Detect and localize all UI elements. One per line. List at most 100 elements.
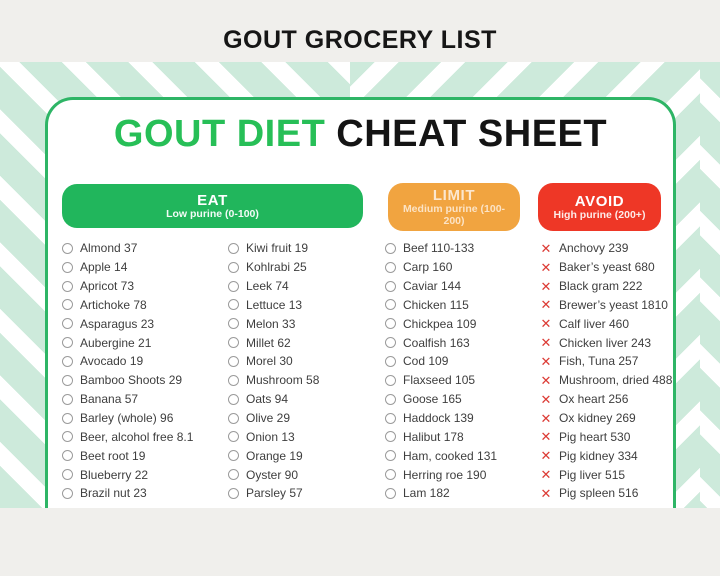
x-icon: ✕ xyxy=(540,316,552,332)
circle-icon xyxy=(62,280,73,292)
eat-list-column-1: Almond 37 Apple 14 Apricot 73 Artichoke 78 A… xyxy=(62,239,228,503)
list-item: Ham, cooked 131 xyxy=(385,446,540,465)
item-label: Mushroom 58 xyxy=(246,373,320,388)
item-label: Blueberry 22 xyxy=(80,467,149,482)
x-icon: ✕ xyxy=(540,353,552,369)
eat-sublabel: Low purine (0-100) xyxy=(166,207,259,220)
list-item: ✕ Ox heart 256 xyxy=(540,390,690,409)
item-label: Chickpea 109 xyxy=(403,316,477,331)
list-item: Apple 14 xyxy=(62,258,228,277)
list-item: Beef 110-133 xyxy=(385,239,540,258)
item-label: Coalfish 163 xyxy=(403,335,470,350)
item-label: Olive 29 xyxy=(246,411,291,426)
item-label: Almond 37 xyxy=(80,241,138,256)
circle-icon xyxy=(385,374,396,386)
circle-icon xyxy=(385,469,396,481)
item-label: Halibut 178 xyxy=(403,429,464,444)
list-item: ✕ Chicken liver 243 xyxy=(540,333,690,352)
card-title-green: GOUT DIET xyxy=(113,113,326,155)
item-label: Baker’s yeast 680 xyxy=(559,260,655,275)
item-label: Ham, cooked 131 xyxy=(403,448,498,463)
list-item: Mushroom 58 xyxy=(228,371,385,390)
list-item: Artichoke 78 xyxy=(62,296,228,315)
avoid-label: AVOID xyxy=(574,192,625,210)
list-item: Barley (whole) 96 xyxy=(62,409,228,428)
list-item: Aubergine 21 xyxy=(62,333,228,352)
x-icon: ✕ xyxy=(540,240,552,256)
x-icon: ✕ xyxy=(540,410,552,426)
list-item: ✕ Anchovy 239 xyxy=(540,239,690,258)
x-icon: ✕ xyxy=(540,278,552,294)
circle-icon xyxy=(385,242,396,254)
item-label: Mushroom, dried 488 xyxy=(559,373,673,388)
circle-icon xyxy=(385,412,396,424)
item-label: Ox heart 256 xyxy=(559,392,629,407)
x-icon: ✕ xyxy=(540,297,552,313)
item-label: Pig heart 530 xyxy=(559,429,631,444)
circle-icon xyxy=(228,393,239,405)
list-item: Blueberry 22 xyxy=(62,465,228,484)
circle-icon xyxy=(62,261,73,273)
circle-icon xyxy=(385,261,396,273)
item-label: Lettuce 13 xyxy=(246,297,303,312)
circle-icon xyxy=(228,261,239,273)
item-label: Orange 19 xyxy=(246,448,303,463)
eat-label: EAT xyxy=(197,191,228,209)
item-label: Apple 14 xyxy=(80,260,128,275)
item-label: Pig liver 515 xyxy=(559,467,626,482)
list-item: Herring roe 190 xyxy=(385,465,540,484)
item-label: Kohlrabi 25 xyxy=(246,260,307,275)
item-label: Caviar 144 xyxy=(403,279,462,294)
list-item: Haddock 139 xyxy=(385,409,540,428)
list-item: Beet root 19 xyxy=(62,446,228,465)
list-item: ✕ Fish, Tuna 257 xyxy=(540,352,690,371)
list-item: ✕ Ox kidney 269 xyxy=(540,409,690,428)
list-item: Oats 94 xyxy=(228,390,385,409)
item-label: Bamboo Shoots 29 xyxy=(80,373,183,388)
list-item: Oyster 90 xyxy=(228,465,385,484)
item-label: Haddock 139 xyxy=(403,411,474,426)
item-label: Millet 62 xyxy=(246,335,291,350)
item-label: Leek 74 xyxy=(246,279,289,294)
list-item: ✕ Black gram 222 xyxy=(540,277,690,296)
list-item: Almond 37 xyxy=(62,239,228,258)
item-label: Anchovy 239 xyxy=(559,241,629,256)
item-label: Onion 13 xyxy=(246,429,295,444)
page-title: GOUT GROCERY LIST xyxy=(223,26,497,54)
circle-icon xyxy=(62,242,73,254)
item-label: Ox kidney 269 xyxy=(559,411,636,426)
circle-icon xyxy=(228,355,239,367)
list-item: Asparagus 23 xyxy=(62,314,228,333)
list-item: Chicken 115 xyxy=(385,296,540,315)
list-item: Melon 33 xyxy=(228,314,385,333)
list-item: ✕ Pig kidney 334 xyxy=(540,446,690,465)
circle-icon xyxy=(62,450,73,462)
card-title: GOUT DIET CHEAT SHEET xyxy=(48,113,673,156)
list-item: Parsley 57 xyxy=(228,484,385,503)
x-icon: ✕ xyxy=(540,485,552,501)
circle-icon xyxy=(228,280,239,292)
item-label: Fish, Tuna 257 xyxy=(559,354,639,369)
list-item: ✕ Mushroom, dried 488 xyxy=(540,371,690,390)
list-item: Cod 109 xyxy=(385,352,540,371)
x-icon: ✕ xyxy=(540,467,552,483)
circle-icon xyxy=(62,412,73,424)
eat-header-pill: EAT Low purine (0-100) xyxy=(62,184,363,228)
circle-icon xyxy=(228,374,239,386)
circle-icon xyxy=(385,355,396,367)
limit-list-column: Beef 110-133 Carp 160 Caviar 144 Chicken 11… xyxy=(385,239,540,503)
item-label: Oats 94 xyxy=(246,392,289,407)
circle-icon xyxy=(385,393,396,405)
list-item: Caviar 144 xyxy=(385,277,540,296)
circle-icon xyxy=(62,431,73,443)
circle-icon xyxy=(62,355,73,367)
list-item: ✕ Pig spleen 516 xyxy=(540,484,690,503)
item-label: Melon 33 xyxy=(246,316,296,331)
item-label: Lam 182 xyxy=(403,486,450,501)
x-icon: ✕ xyxy=(540,429,552,445)
circle-icon xyxy=(62,318,73,330)
circle-icon xyxy=(228,299,239,311)
list-item: Avocado 19 xyxy=(62,352,228,371)
item-label: Black gram 222 xyxy=(559,279,643,294)
circle-icon xyxy=(385,431,396,443)
